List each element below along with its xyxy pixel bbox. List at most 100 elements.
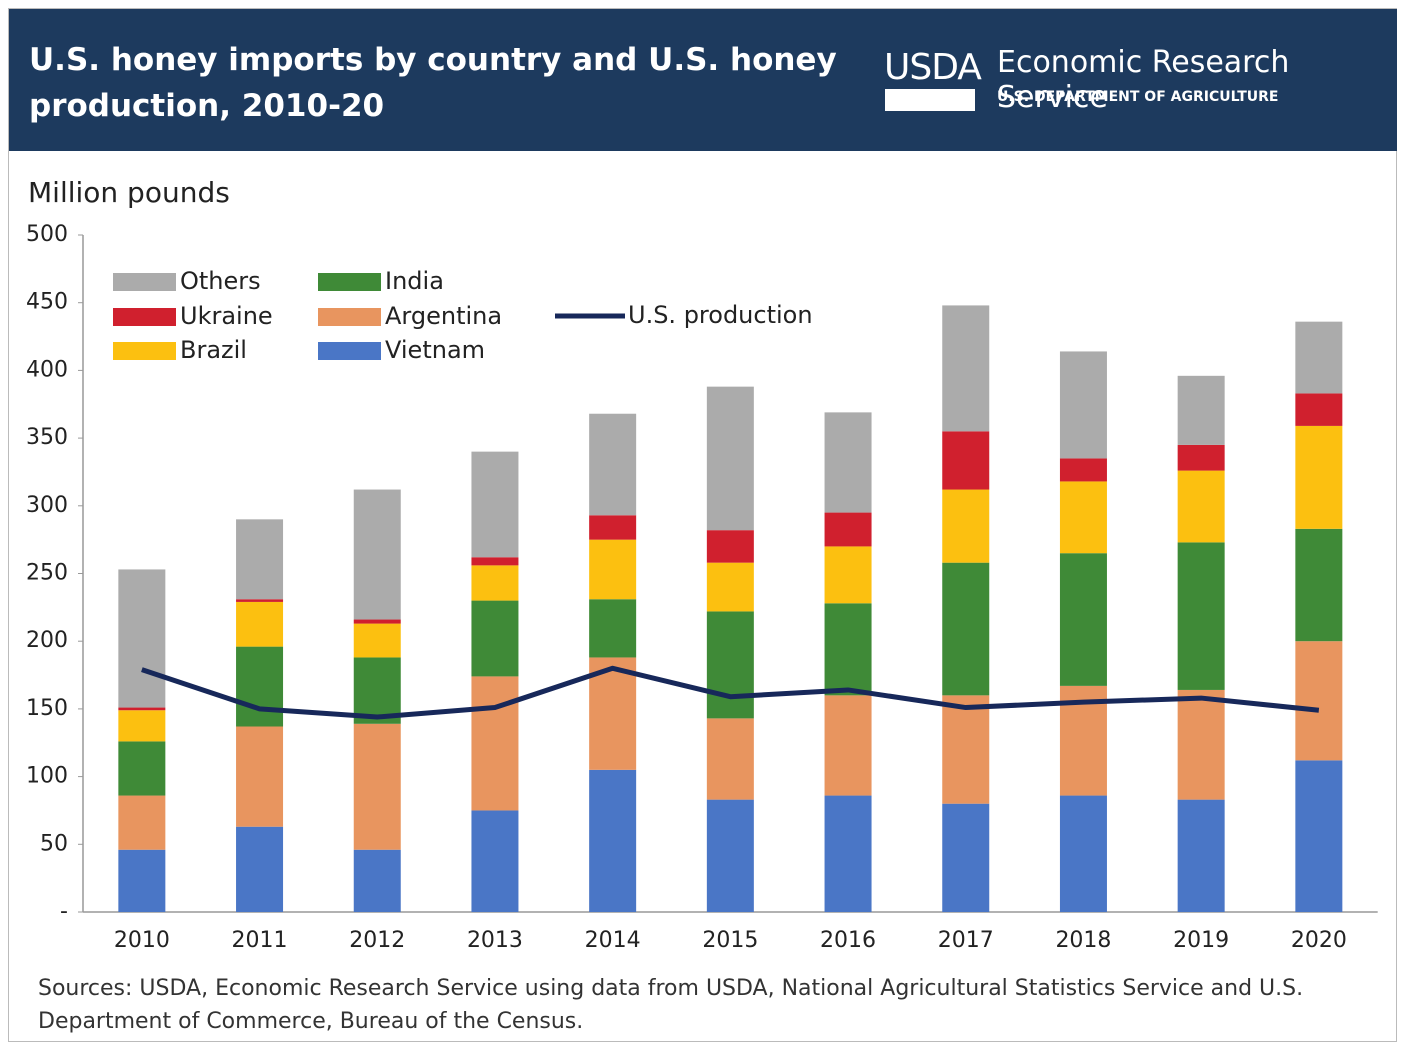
bar-segment bbox=[1295, 321, 1343, 394]
x-tick-label: 2012 bbox=[349, 928, 405, 953]
legend-label: U.S. production bbox=[628, 301, 813, 329]
legend-swatch bbox=[318, 342, 381, 360]
line bbox=[141, 665, 1320, 720]
bar-segment bbox=[353, 849, 401, 912]
legend-swatch bbox=[113, 308, 176, 326]
x-tick-label: 2016 bbox=[820, 928, 876, 953]
bar-segment bbox=[1295, 393, 1343, 426]
legend-label: Brazil bbox=[180, 336, 247, 364]
x-tick-label: 2020 bbox=[1291, 928, 1347, 953]
y-tick-label: 100 bbox=[26, 764, 68, 789]
bar-segment bbox=[1295, 641, 1343, 761]
bar-segment bbox=[471, 810, 519, 912]
bar-segment bbox=[1177, 689, 1225, 800]
bar-segment bbox=[1295, 528, 1343, 642]
bar-segment bbox=[1295, 425, 1343, 529]
logo-mark bbox=[885, 89, 975, 111]
bar-segment bbox=[589, 515, 637, 540]
bar-segment bbox=[706, 611, 754, 719]
bar-segment bbox=[353, 723, 401, 850]
legend-swatch bbox=[113, 342, 176, 360]
bar-segment bbox=[706, 718, 754, 800]
bar-segment bbox=[471, 557, 519, 566]
y-tick-label: 150 bbox=[26, 696, 68, 721]
bar-segment bbox=[236, 601, 284, 647]
bar-segment bbox=[353, 619, 401, 624]
y-axis-label: Million pounds bbox=[28, 176, 230, 209]
bar-segment bbox=[942, 305, 990, 432]
bar-segment bbox=[1059, 553, 1107, 686]
bar-segment bbox=[824, 512, 872, 547]
bar-segment bbox=[589, 539, 637, 600]
bar-segment bbox=[1177, 375, 1225, 445]
organization: Economic Research Service bbox=[997, 45, 1290, 115]
y-tick-label: 200 bbox=[26, 628, 68, 653]
bar-segment bbox=[1177, 444, 1225, 471]
bar-segment bbox=[353, 657, 401, 724]
y-tick-label: 400 bbox=[26, 357, 68, 382]
bar-segment bbox=[236, 646, 284, 727]
frame bbox=[8, 8, 1397, 1042]
bar-segment bbox=[706, 562, 754, 612]
bar-segment bbox=[706, 799, 754, 912]
bar-segment bbox=[118, 710, 166, 742]
y-tick-label: 300 bbox=[26, 493, 68, 518]
bar-segment bbox=[824, 795, 872, 912]
bar-segment bbox=[236, 519, 284, 600]
department: U.S. DEPARTMENT OF AGRICULTURE bbox=[997, 89, 1279, 105]
bar-segment bbox=[589, 413, 637, 516]
bar-segment bbox=[1059, 795, 1107, 912]
bar-segment bbox=[1295, 760, 1343, 912]
legend-swatch bbox=[113, 273, 176, 291]
bar-segment bbox=[118, 569, 166, 708]
legend-label: India bbox=[385, 267, 444, 295]
bar-segment bbox=[118, 707, 166, 711]
y-tick-label: - bbox=[60, 899, 68, 924]
y-tick-label: 250 bbox=[26, 561, 68, 586]
bar-segment bbox=[353, 623, 401, 658]
x-tick-label: 2017 bbox=[938, 928, 994, 953]
bar-segment bbox=[942, 489, 990, 563]
x-tick-label: 2015 bbox=[702, 928, 758, 953]
bar-segment bbox=[824, 603, 872, 696]
bar-segment bbox=[824, 546, 872, 604]
bar-segment bbox=[706, 530, 754, 563]
bar-segment bbox=[236, 726, 284, 827]
legend-label: Others bbox=[180, 267, 261, 295]
bar-segment bbox=[236, 826, 284, 912]
legend-label: Ukraine bbox=[180, 302, 273, 330]
bar-segment bbox=[942, 695, 990, 804]
bar-segment bbox=[824, 695, 872, 796]
legend-swatch bbox=[318, 308, 381, 326]
bar-segment bbox=[118, 849, 166, 912]
bar-segment bbox=[353, 489, 401, 620]
bar-segment bbox=[1177, 799, 1225, 912]
bar-segment bbox=[1059, 458, 1107, 482]
x-tick-label: 2014 bbox=[585, 928, 641, 953]
bar-segment bbox=[824, 412, 872, 513]
y-tick-label: 350 bbox=[26, 425, 68, 450]
logo-text: USDA bbox=[884, 47, 982, 88]
x-tick-label: 2011 bbox=[232, 928, 288, 953]
bar-segment bbox=[118, 741, 166, 796]
bar-segment bbox=[1177, 542, 1225, 690]
chart-title: U.S. honey imports by country and U.S. h… bbox=[29, 42, 837, 124]
legend-label: Argentina bbox=[385, 302, 502, 330]
bar-segment bbox=[589, 657, 637, 770]
bar-segment bbox=[589, 599, 637, 658]
bar-segment bbox=[1059, 481, 1107, 554]
legend-swatch bbox=[318, 273, 381, 291]
bar-segment bbox=[471, 600, 519, 677]
bar-segment bbox=[942, 562, 990, 696]
legend-label: Vietnam bbox=[385, 336, 485, 364]
bar-segment bbox=[471, 676, 519, 811]
bar-segment bbox=[471, 451, 519, 558]
bar-segment bbox=[471, 565, 519, 601]
y-tick-label: 500 bbox=[26, 222, 68, 247]
bar-segment bbox=[236, 599, 284, 602]
source-note: Sources: USDA, Economic Research Service… bbox=[38, 976, 1304, 1034]
x-tick-label: 2018 bbox=[1055, 928, 1111, 953]
chart: Million pounds - 50 100 150 200 250 300 350 400 4… bbox=[26, 176, 1378, 953]
bar-segment bbox=[942, 431, 990, 490]
